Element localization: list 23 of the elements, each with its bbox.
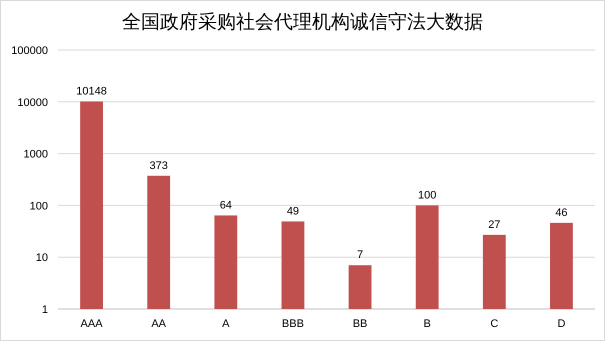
data-label: 64 [220, 199, 232, 212]
data-label: 46 [555, 206, 568, 219]
y-tick-label: 1 [42, 304, 48, 316]
x-tick-label: AAA [80, 318, 104, 330]
x-tick-label: C [490, 318, 498, 330]
x-tick-label: BBB [282, 318, 304, 330]
data-label: 10148 [76, 85, 107, 98]
data-label: 373 [150, 160, 168, 172]
x-tick-label: AA [151, 318, 167, 330]
y-tick-label: 100000 [11, 45, 48, 57]
x-tick-label: B [424, 318, 431, 330]
x-tick-label: D [557, 318, 566, 330]
y-tick-label: 10000 [17, 96, 48, 109]
y-tick-label: 10 [36, 252, 48, 264]
data-label: 100 [418, 189, 436, 202]
y-tick-label: 1000 [24, 148, 48, 161]
data-label: 49 [286, 205, 300, 218]
y-tick-label: 100 [30, 200, 48, 212]
x-tick-label: BB [352, 318, 368, 330]
chart-title: 全国政府采购社会代理机构诚信守法大数据 [122, 11, 483, 33]
x-tick-label: A [222, 318, 230, 330]
data-label: 7 [357, 249, 364, 262]
data-label: 27 [488, 218, 500, 231]
